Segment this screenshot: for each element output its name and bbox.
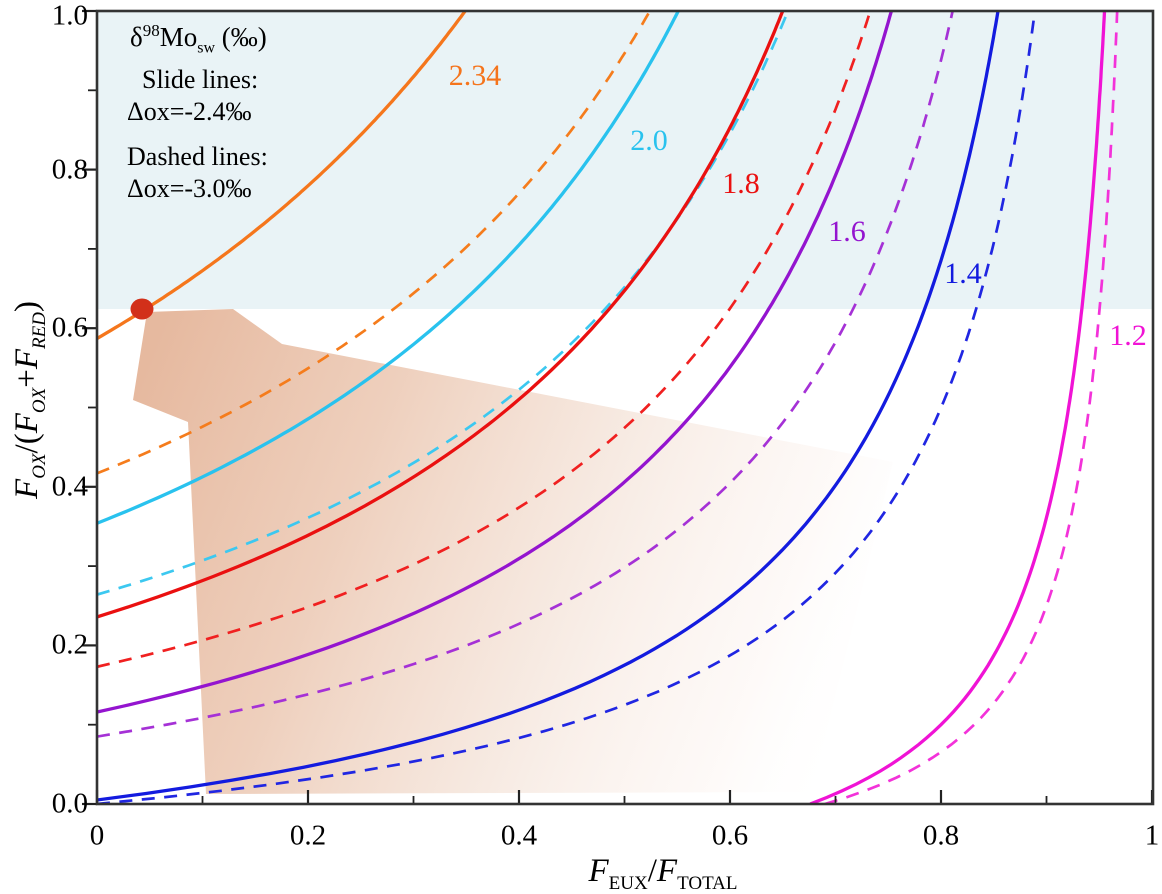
y-title-f3: F [9, 348, 46, 370]
y-title-sub2: OX [28, 387, 50, 414]
curve-1.6-solid [98, 11, 893, 714]
x-title-f2: F [656, 853, 678, 890]
x-tick-label-0.6: 0.6 [711, 819, 749, 852]
curve-2.0-solid [98, 11, 680, 525]
y-tick-label-0.6: 0.6 [51, 311, 88, 344]
curve-1.4-dashed [98, 11, 1037, 805]
y-tick-label-0.8: 0.8 [51, 153, 88, 186]
x-tick-label-0.4: 0.4 [500, 819, 538, 852]
x-title-sub1: EUX [608, 872, 648, 894]
shaded-region [98, 12, 1153, 309]
curve-value-label-1.6: 1.6 [828, 215, 866, 248]
legend-solid-value: Δox=-2.4‰ [127, 97, 252, 126]
legend-phase: sw [197, 39, 216, 57]
curve-value-label-1.8: 1.8 [722, 167, 760, 200]
curve-1.6-dashed [98, 11, 954, 738]
x-tick-label-0: 0 [89, 819, 105, 852]
legend-solid-heading: Slide lines: [142, 65, 259, 94]
legend-dashed-heading: Dashed lines: [127, 142, 268, 171]
x-title-slash: / [647, 853, 657, 890]
y-tick-label-0.0: 0.0 [51, 787, 88, 820]
x-title-f1: F [588, 853, 609, 890]
legend-dashed-value: Δox=-3.0‰ [127, 174, 252, 203]
plot-frame [95, 9, 1155, 806]
y-title-sub3: RED [28, 312, 50, 349]
y-tick-label-0.2: 0.2 [51, 628, 88, 661]
y-tick-label-1.0: 1.0 [51, 0, 88, 32]
y-title-plus: + [9, 369, 46, 388]
legend-title: δ98Mosw (‰) [130, 22, 267, 56]
trend-arrow [133, 309, 893, 794]
curve-1.2-solid [809, 11, 1107, 805]
y-tick-label-0.4: 0.4 [51, 470, 88, 503]
x-axis-title: FEUX/FTOTAL [589, 855, 738, 893]
x-tick-label-1: 1 [1144, 819, 1160, 852]
curve-1.4-solid [98, 11, 1000, 802]
y-title-sub1: OX [28, 453, 50, 479]
legend-mass-number: 98 [142, 21, 160, 40]
curve-value-label-2.34: 2.34 [448, 59, 502, 92]
curve-2.34-solid [98, 11, 467, 340]
legend-element: Mo [159, 22, 198, 52]
y-title-mid: /( [9, 433, 46, 454]
dashed-curves-group [98, 11, 1119, 805]
solid-curves-group [98, 11, 1107, 805]
x-tick-label-0.2: 0.2 [289, 819, 327, 852]
curve-value-label-2.0: 2.0 [630, 124, 668, 157]
curve-value-label-1.4: 1.4 [944, 257, 982, 290]
curve-2.34-dashed [98, 11, 651, 475]
legend-delta: δ [130, 22, 143, 52]
curve-2.0-dashed [98, 11, 790, 596]
y-title-f2: F [9, 413, 46, 434]
y-axis-title: FOX/(FOX+FRED) [9, 301, 50, 499]
x-title-sub2: TOTAL [677, 872, 738, 894]
y-title-f1: F [9, 478, 46, 499]
x-tick-label-0.8: 0.8 [922, 819, 960, 852]
legend-units: (‰) [215, 22, 267, 52]
y-title-close: ) [9, 301, 46, 313]
curve-1.8-solid [98, 11, 785, 619]
curve-1.8-dashed [98, 11, 872, 668]
curve-value-label-1.2: 1.2 [1109, 319, 1147, 352]
data-point-marker [130, 298, 154, 320]
